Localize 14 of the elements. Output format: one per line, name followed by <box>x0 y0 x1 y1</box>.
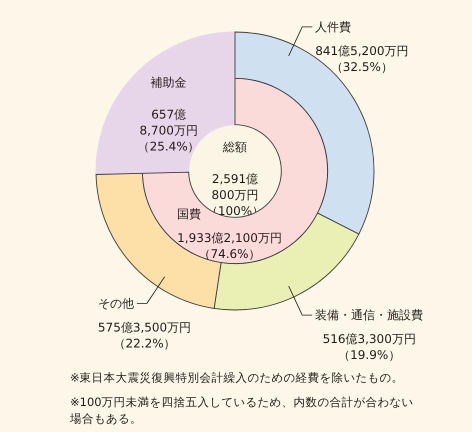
slice-label: 国費 <box>177 207 202 222</box>
data-label: 575億3,500万円（22.2%） <box>98 320 192 350</box>
slice-label: 補助金 <box>150 75 187 90</box>
donut-slice <box>96 32 236 175</box>
data-label: 1,933億2,100万円（74.6%） <box>177 231 282 262</box>
data-label: 516億3,300万円（19.9%） <box>322 332 416 362</box>
data-label: 841億5,200万円（32.5%） <box>315 44 408 74</box>
slice-label: 装備・通信・施設費 <box>315 308 424 322</box>
data-label: 657億8,700万円（25.4%） <box>138 107 200 154</box>
slice-label: その他 <box>98 296 134 310</box>
text: ※100万円未満を四捨五入しているため、内数の合計が合わない場合もある。 <box>69 395 414 426</box>
slice-label: 人件費 <box>315 20 352 34</box>
text: ※東日本大震災復興特別会計繰入のための経費を除いたもの。 <box>70 370 404 384</box>
slice-label: 総額 <box>222 140 247 154</box>
